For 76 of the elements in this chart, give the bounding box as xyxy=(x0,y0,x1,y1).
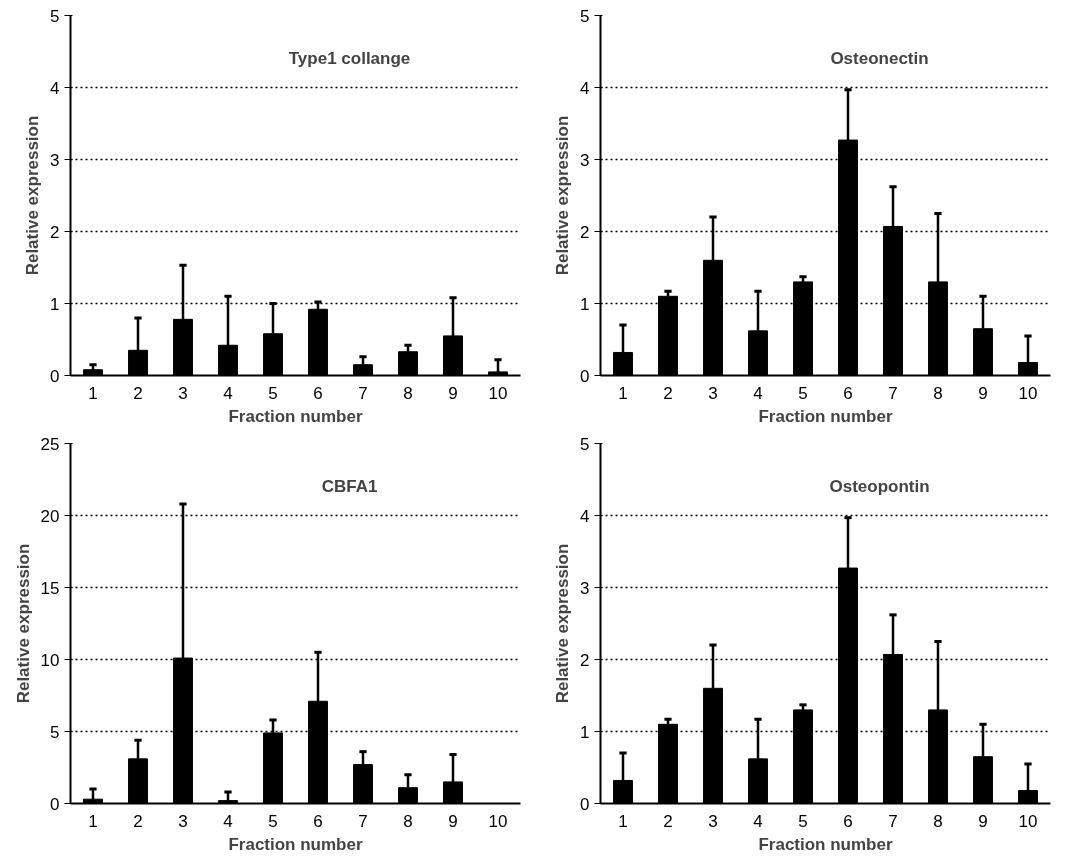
y-axis-title: Relative expression xyxy=(13,543,33,704)
y-tick-label: 3 xyxy=(580,150,590,170)
y-tick-label: 15 xyxy=(40,578,60,598)
x-tick-label: 8 xyxy=(403,383,413,403)
x-tick-label: 2 xyxy=(663,383,673,403)
x-tick-label: 9 xyxy=(978,383,988,403)
y-tick-label: 20 xyxy=(40,506,60,526)
y-tick-label: 3 xyxy=(580,578,590,598)
y-tick-label: 1 xyxy=(50,294,60,314)
y-tick-label: 0 xyxy=(580,366,590,386)
x-tick-label: 7 xyxy=(888,383,898,403)
x-tick-label: 8 xyxy=(403,811,413,831)
x-tick-label: 5 xyxy=(798,383,808,403)
x-tick-label: 7 xyxy=(358,811,368,831)
x-tick-label: 6 xyxy=(843,383,853,403)
y-tick-label: 2 xyxy=(580,650,590,670)
x-tick-label: 3 xyxy=(178,383,188,403)
x-tick-label: 10 xyxy=(488,811,508,831)
x-tick-label: 10 xyxy=(1018,811,1038,831)
x-tick-label: 9 xyxy=(448,383,458,403)
x-tick-label: 2 xyxy=(663,811,673,831)
x-tick-label: 6 xyxy=(313,811,323,831)
x-tick-label: 1 xyxy=(88,383,98,403)
y-tick-label: 4 xyxy=(580,506,590,526)
x-tick-label: 4 xyxy=(753,811,763,831)
x-tick-label: 9 xyxy=(978,811,988,831)
x-tick-label: 3 xyxy=(708,811,718,831)
x-tick-label: 7 xyxy=(358,383,368,403)
y-tick-label: 5 xyxy=(50,722,60,742)
x-tick-label: 4 xyxy=(223,811,233,831)
y-tick-label: 0 xyxy=(50,794,60,814)
y-tick-label: 1 xyxy=(580,294,590,314)
x-tick-label: 5 xyxy=(268,811,278,831)
x-axis-title: Fraction number xyxy=(758,406,893,426)
x-tick-label: 2 xyxy=(133,811,143,831)
x-tick-label: 5 xyxy=(798,811,808,831)
y-tick-label: 5 xyxy=(580,434,590,454)
text: Osteopontin xyxy=(829,477,930,497)
x-tick-label: 8 xyxy=(933,383,943,403)
x-tick-label: 4 xyxy=(223,383,233,403)
text: CBFA1 xyxy=(321,477,378,497)
x-tick-label: 5 xyxy=(268,383,278,403)
y-tick-label: 2 xyxy=(50,222,60,242)
x-tick-label: 6 xyxy=(843,811,853,831)
x-tick-label: 10 xyxy=(1018,383,1038,403)
y-tick-label: 4 xyxy=(580,78,590,98)
y-tick-label: 10 xyxy=(40,650,60,670)
y-axis-title: Relative expression xyxy=(553,115,573,276)
text: Type1 collange xyxy=(288,49,411,69)
y-axis-title: Relative expression xyxy=(553,543,573,704)
x-tick-label: 4 xyxy=(753,383,763,403)
x-tick-label: 6 xyxy=(313,383,323,403)
y-tick-label: 4 xyxy=(50,78,60,98)
y-tick-label: 5 xyxy=(580,6,590,26)
x-tick-label: 3 xyxy=(178,811,188,831)
x-tick-label: 10 xyxy=(488,383,508,403)
y-tick-label: 0 xyxy=(50,366,60,386)
x-tick-label: 9 xyxy=(448,811,458,831)
x-tick-label: 1 xyxy=(618,383,628,403)
x-tick-label: 1 xyxy=(88,811,98,831)
x-tick-label: 8 xyxy=(933,811,943,831)
x-axis-title: Fraction number xyxy=(758,834,893,854)
x-axis-title: Fraction number xyxy=(228,406,363,426)
x-tick-label: 3 xyxy=(708,383,718,403)
y-tick-label: 0 xyxy=(580,794,590,814)
x-axis-title: Fraction number xyxy=(228,834,363,854)
y-axis-title: Relative expression xyxy=(23,115,43,276)
x-tick-label: 1 xyxy=(618,811,628,831)
x-tick-label: 7 xyxy=(888,811,898,831)
y-tick-label: 25 xyxy=(40,434,60,454)
y-tick-label: 1 xyxy=(580,722,590,742)
x-tick-label: 2 xyxy=(133,383,143,403)
y-tick-label: 3 xyxy=(50,150,60,170)
text: Osteonectin xyxy=(830,49,929,69)
y-tick-label: 2 xyxy=(580,222,590,242)
y-tick-label: 5 xyxy=(50,6,60,26)
